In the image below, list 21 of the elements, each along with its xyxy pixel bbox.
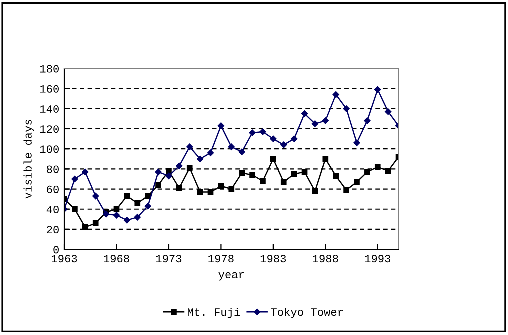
y-axis-title: visible days <box>24 120 34 199</box>
legend-label: Mt. Fuji <box>188 308 240 318</box>
x-tick-label: 1973 <box>156 255 182 263</box>
y-tick-label: 100 <box>40 146 59 154</box>
y-tick-label: 140 <box>40 105 59 114</box>
y-tick-label: 60 <box>47 186 59 194</box>
y-tick-label: 80 <box>47 166 59 174</box>
y-tick-label: 20 <box>47 226 59 234</box>
y-tick-label: 0 <box>54 246 59 254</box>
y-tick-label: 120 <box>40 126 59 134</box>
legend-label: Tokyo Tower <box>271 308 344 318</box>
x-tick-label: 1983 <box>260 255 286 263</box>
x-tick-label: 1993 <box>365 255 391 263</box>
x-tick-label: 1978 <box>208 255 234 263</box>
x-axis-title: year <box>218 272 244 281</box>
y-tick-label: 180 <box>40 65 59 73</box>
y-tick-label: 160 <box>40 85 59 93</box>
y-tick-label: 40 <box>46 206 59 214</box>
x-tick-label: 1988 <box>313 255 338 263</box>
x-tick-label: 1968 <box>104 255 130 263</box>
x-tick-label: 1963 <box>52 255 78 263</box>
